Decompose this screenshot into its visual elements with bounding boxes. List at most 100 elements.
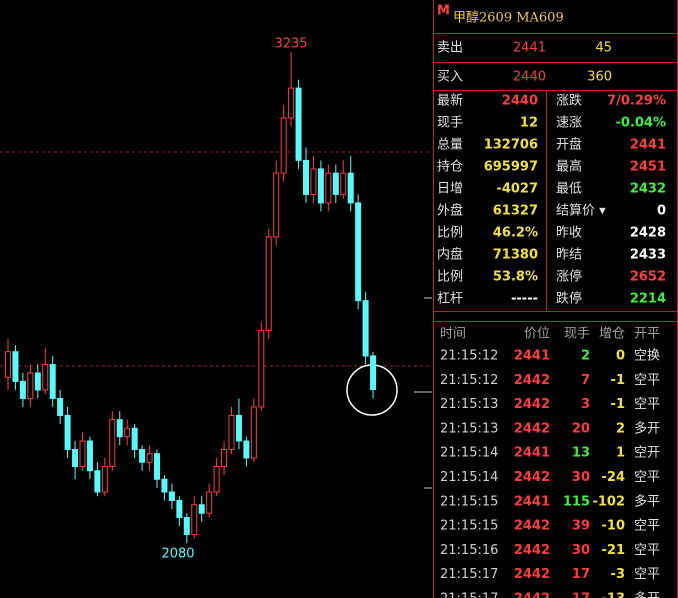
- trade-cell: 多开: [634, 420, 660, 436]
- candle-body: [94, 470, 101, 493]
- stat-label: 持仓: [437, 160, 463, 175]
- trade-cell: 多平: [634, 493, 660, 509]
- candle-body: [168, 491, 175, 501]
- trade-cell: 2442: [514, 421, 550, 436]
- candle-body: [79, 440, 86, 467]
- candle-body: [340, 172, 347, 195]
- trade-cell: 21:15:12: [440, 349, 498, 364]
- candle-body: [325, 172, 332, 204]
- stat-value: 2441: [630, 138, 666, 153]
- trade-cell: 21:15:14: [440, 470, 498, 485]
- trade-cell: -102: [592, 494, 625, 509]
- stat-value: 71380: [493, 248, 538, 263]
- trade-cell: 20: [572, 421, 590, 436]
- stat-label: 涨停: [556, 269, 582, 285]
- trade-cell: 7: [581, 373, 590, 388]
- candle-body: [235, 414, 242, 442]
- candle-body: [355, 202, 362, 302]
- candle-body: [265, 236, 272, 331]
- stat-label: 现手: [437, 116, 463, 131]
- column-header: 现手: [564, 327, 590, 342]
- trade-cell: -13: [602, 592, 626, 598]
- trade-cell: 空平: [634, 519, 660, 534]
- candle-body: [12, 351, 19, 382]
- stat-value: 695997: [484, 160, 538, 175]
- candle-body: [139, 448, 146, 463]
- trade-cell: 2: [581, 349, 590, 364]
- trade-cell: 21:15:17: [440, 592, 498, 598]
- stat-value: 2214: [630, 292, 666, 307]
- stat-value: 132706: [484, 138, 538, 153]
- column-header: 增仓: [599, 327, 625, 342]
- trade-cell: 空平: [634, 470, 660, 485]
- candle-body: [228, 414, 235, 450]
- candle-body: [19, 380, 26, 399]
- trade-cell: 3: [581, 397, 590, 412]
- stat-label: 内盘: [437, 247, 463, 263]
- candle-body: [34, 372, 41, 391]
- low-label: 2080: [161, 547, 194, 562]
- trade-cell: 空换: [634, 349, 660, 364]
- candle-body: [109, 419, 116, 467]
- candle-body: [86, 440, 93, 472]
- trade-cell: 21:15:14: [440, 446, 498, 461]
- stat-label: 结算价 ▾: [556, 204, 606, 219]
- candle-body: [154, 453, 160, 480]
- trade-cell: 1: [616, 446, 625, 461]
- trade-cell: 21:15:13: [440, 397, 498, 412]
- trade-cell: 2442: [514, 543, 550, 558]
- candle-body: [295, 87, 302, 161]
- candle-body: [347, 172, 354, 204]
- trade-cell: 17: [572, 592, 590, 598]
- stat-value: 7/0.29%: [607, 94, 666, 109]
- trade-cell: -21: [602, 543, 626, 558]
- trade-cell: 13: [572, 446, 590, 461]
- stat-value: 2440: [502, 94, 538, 109]
- stat-label: 总量: [437, 138, 463, 153]
- stat-label: 开盘: [556, 137, 582, 153]
- trade-cell: -3: [611, 567, 625, 582]
- stat-value: 2433: [630, 248, 666, 263]
- trade-cell: -24: [602, 470, 626, 485]
- column-header: 时间: [440, 327, 466, 342]
- stat-value: 53.8%: [493, 270, 538, 285]
- trade-cell: 30: [572, 470, 590, 485]
- candle-body: [370, 355, 377, 391]
- trade-cell: 17: [572, 567, 590, 582]
- stat-value: 2428: [630, 226, 666, 241]
- candle-body: [332, 172, 339, 195]
- candle-body: [250, 406, 257, 459]
- trade-cell: 30: [572, 543, 590, 558]
- trade-cell: 2442: [514, 567, 550, 582]
- price-chart: 3235 2080: [0, 37, 432, 562]
- stat-value: 2451: [630, 160, 666, 175]
- candle-body: [221, 448, 228, 467]
- trade-cell: 115: [563, 494, 590, 509]
- contract-title: 甲醇2609 MA609: [453, 10, 564, 26]
- stat-value: 46.2%: [493, 226, 538, 241]
- trade-cell: 39: [572, 519, 590, 534]
- candle-body: [362, 300, 369, 357]
- buy-label: 买入: [437, 70, 463, 85]
- candle-body: [198, 504, 205, 514]
- trade-cell: 2441: [514, 494, 550, 509]
- candle-body: [146, 453, 153, 463]
- stat-label: 涨跌: [556, 93, 582, 109]
- candle-body: [64, 414, 71, 450]
- trade-cell: 空平: [634, 567, 660, 582]
- stat-value: 2432: [630, 182, 666, 197]
- candle-body: [280, 117, 287, 174]
- candle-body: [176, 499, 183, 518]
- stat-value: 0: [657, 204, 666, 219]
- stat-value: -0.04%: [616, 116, 667, 131]
- trade-cell: 空平: [634, 543, 660, 558]
- marker: M: [437, 4, 450, 19]
- trade-cell: 21:15:13: [440, 421, 498, 436]
- trade-cell: 2442: [514, 397, 550, 412]
- trade-cell: -1: [611, 373, 625, 388]
- stat-label: 最高: [556, 159, 582, 175]
- candle-body: [191, 504, 198, 535]
- candle-body: [131, 427, 138, 450]
- stat-label: 昨收: [556, 226, 582, 241]
- stat-label: 杠杆: [437, 291, 463, 307]
